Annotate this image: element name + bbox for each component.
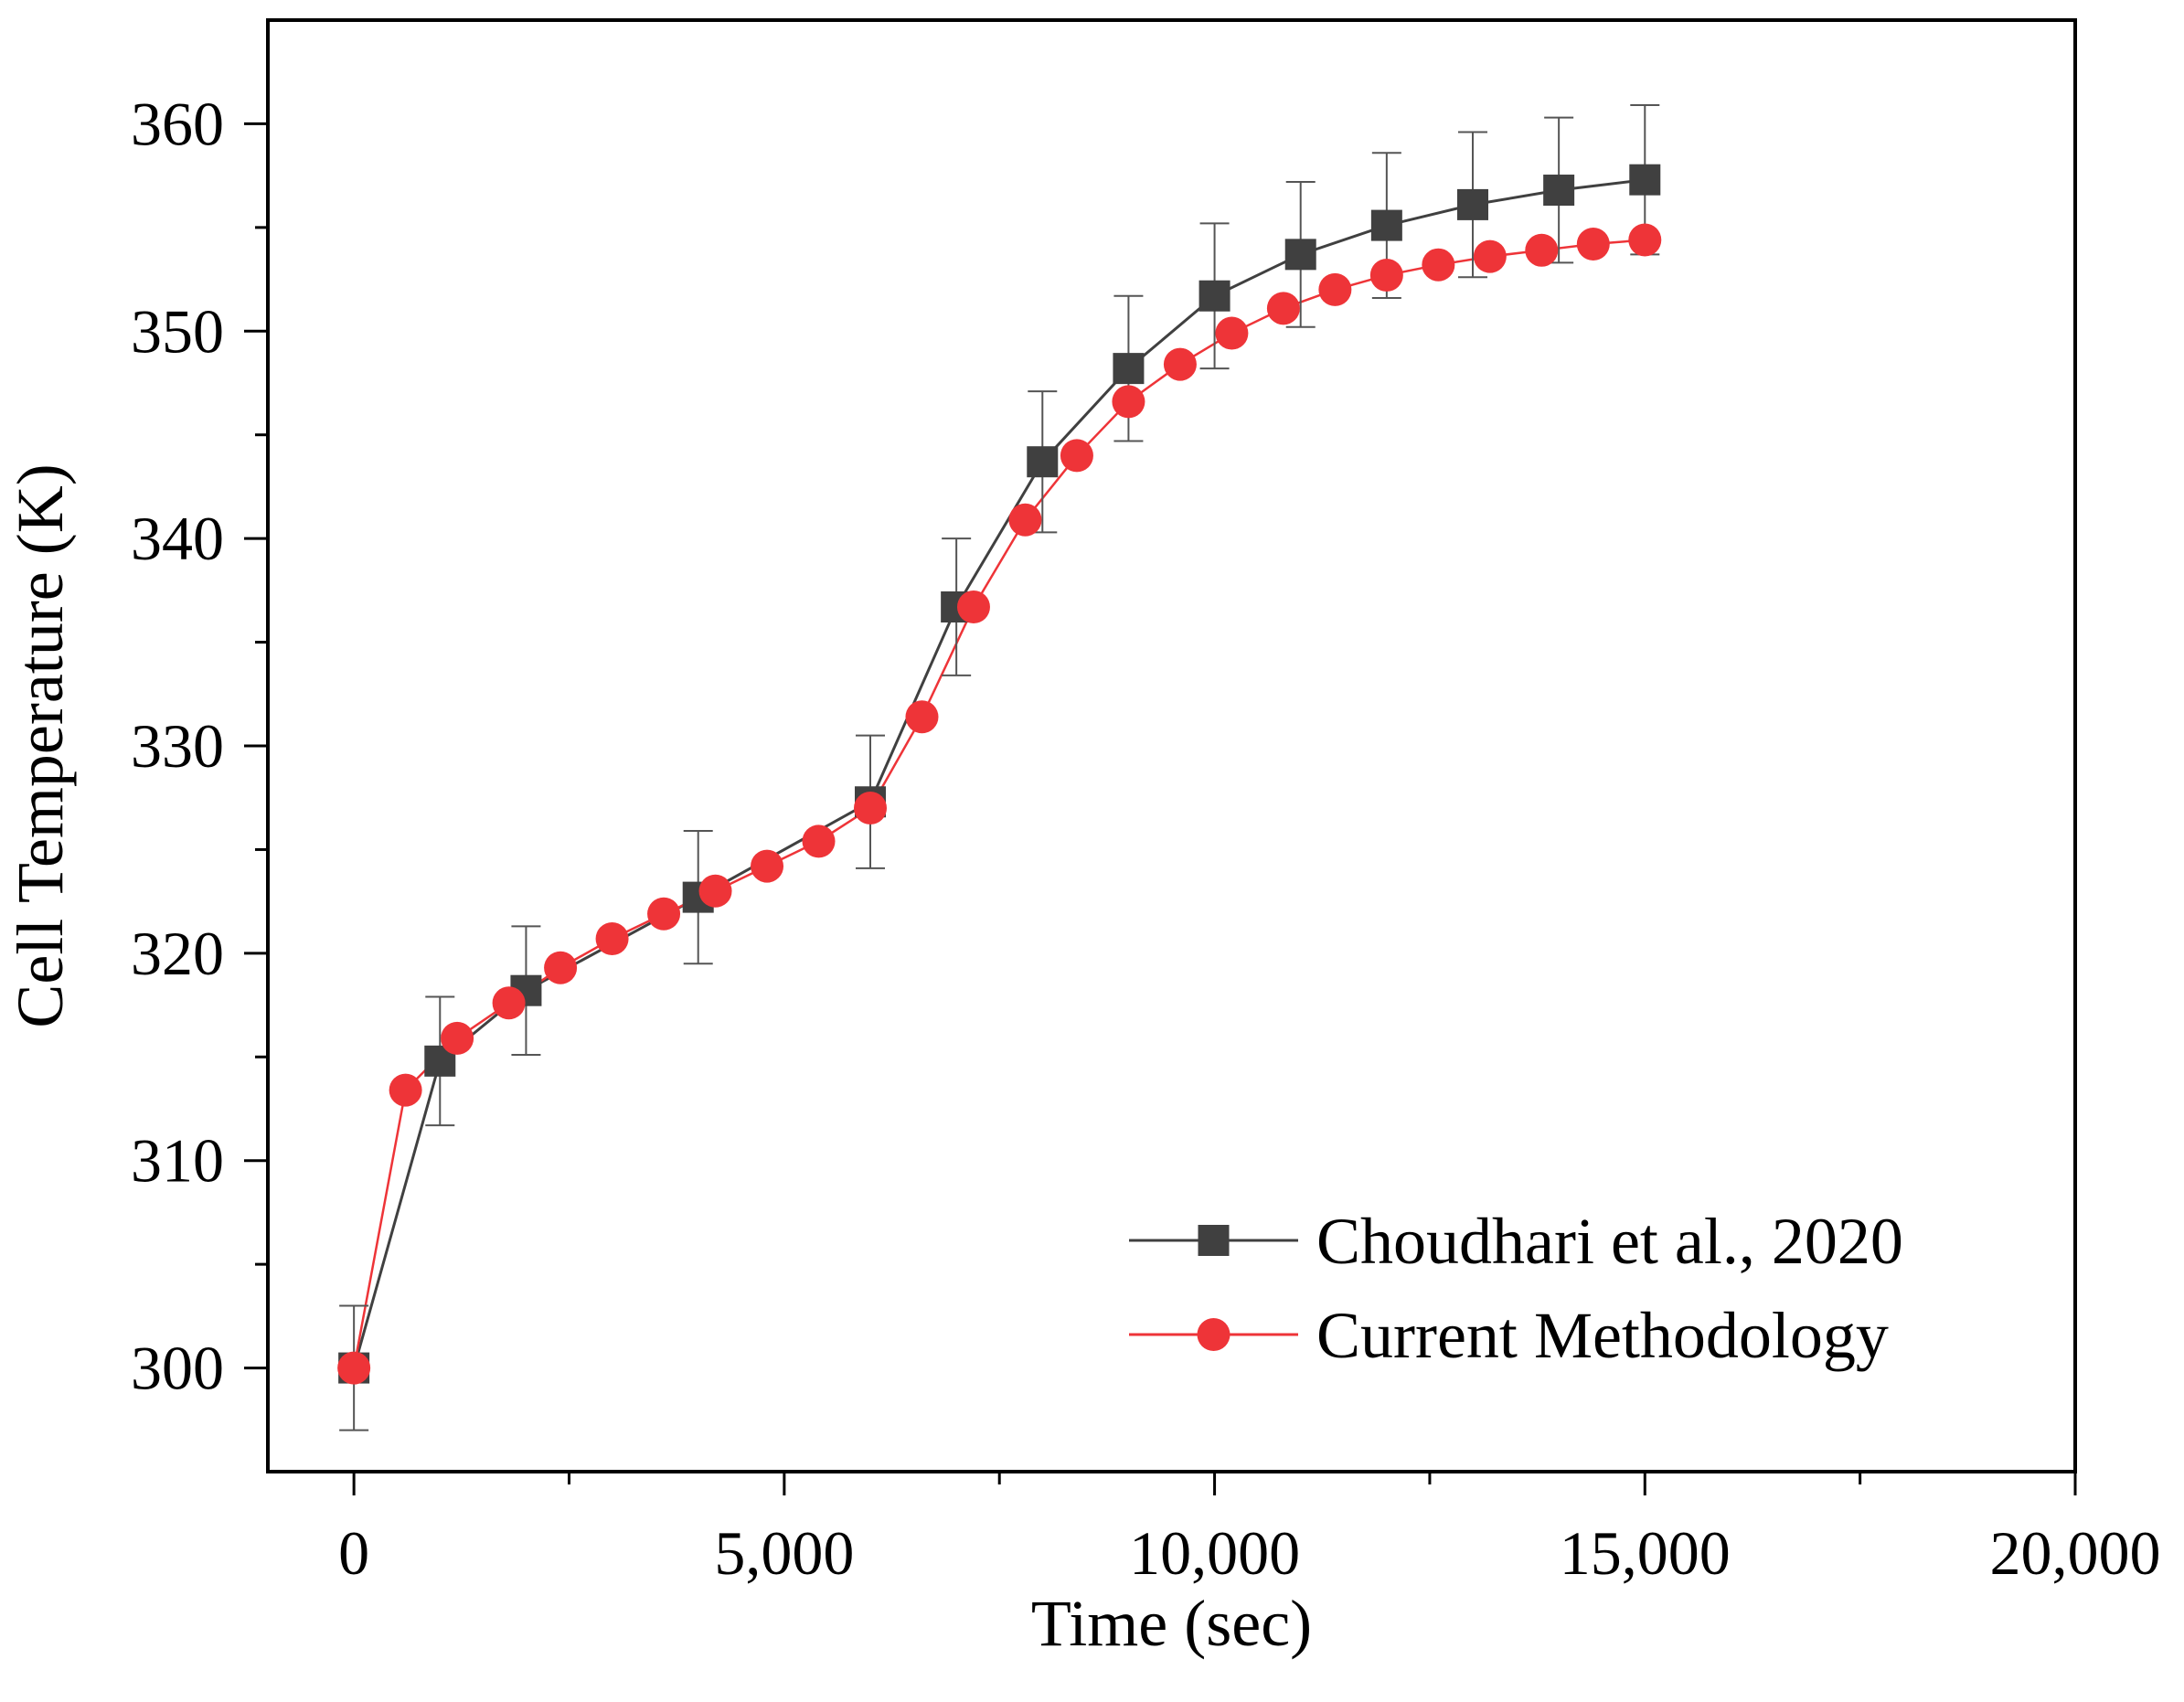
x-tick-label: 5,000: [714, 1518, 854, 1588]
data-point-square: [1027, 446, 1059, 478]
data-point-circle: [751, 849, 784, 883]
data-point-circle: [698, 874, 732, 908]
data-point-circle: [441, 1021, 474, 1055]
x-tick-label: 20,000: [1990, 1518, 2161, 1588]
legend-marker-current: [1197, 1318, 1230, 1351]
data-point-square: [1113, 353, 1145, 385]
data-point-square: [1199, 280, 1230, 312]
data-point-circle: [337, 1351, 371, 1385]
y-tick-label: 350: [131, 296, 224, 366]
data-point-circle: [905, 700, 939, 734]
data-point-circle: [1060, 439, 1093, 473]
data-point-circle: [389, 1073, 422, 1107]
data-point-circle: [647, 897, 681, 931]
y-tick-label: 360: [131, 89, 224, 158]
data-point-circle: [1422, 248, 1455, 282]
data-point-circle: [956, 590, 990, 624]
data-point-circle: [544, 951, 578, 984]
legend-label-current: Current Methodology: [1316, 1299, 1889, 1372]
data-point-circle: [1473, 239, 1507, 273]
data-point-square: [1457, 188, 1488, 220]
data-point-square: [1629, 164, 1661, 196]
data-point-circle: [1008, 503, 1042, 537]
data-point-circle: [1163, 347, 1197, 381]
y-tick-label: 320: [131, 919, 224, 988]
data-point-circle: [1318, 272, 1352, 306]
data-point-circle: [854, 792, 887, 825]
y-tick-label: 310: [131, 1126, 224, 1196]
data-point-circle: [1112, 385, 1145, 419]
y-tick-label: 340: [131, 504, 224, 573]
y-tick-label: 330: [131, 711, 224, 781]
legend: Choudhari et al., 2020 Current Methodolo…: [1129, 1205, 1903, 1372]
data-point-circle: [1576, 228, 1610, 261]
data-markers: [337, 164, 1662, 1385]
series-line-1: [352, 239, 1646, 1368]
axis-tick-labels: 0 5,000 10,000 15,000 20,000 300 310 320 330 340 3…: [131, 89, 2161, 1588]
data-point-square: [1370, 209, 1402, 241]
series-lines: [352, 178, 1646, 1368]
data-point-circle: [802, 824, 836, 858]
x-tick-label: 0: [338, 1518, 369, 1588]
series-line-0: [352, 178, 1646, 1368]
legend-marker-choudhari: [1198, 1225, 1230, 1256]
data-point-square: [1543, 175, 1575, 207]
data-point-circle: [1628, 223, 1662, 257]
x-axis-title: Time (sec): [1031, 1587, 1312, 1660]
data-point-square: [1284, 239, 1316, 271]
data-point-circle: [595, 921, 629, 955]
y-axis-title: Cell Temperature (K): [4, 463, 77, 1027]
x-tick-label: 10,000: [1129, 1518, 1300, 1588]
x-tick-label: 15,000: [1560, 1518, 1731, 1588]
y-tick-label: 300: [131, 1334, 224, 1403]
data-point-circle: [1525, 233, 1559, 267]
axis-ticks: [244, 122, 2077, 1495]
data-point-circle: [1266, 292, 1300, 325]
data-point-circle: [1215, 316, 1249, 350]
data-point-circle: [1369, 259, 1403, 293]
data-point-circle: [492, 986, 526, 1020]
legend-label-choudhari: Choudhari et al., 2020: [1316, 1205, 1903, 1278]
